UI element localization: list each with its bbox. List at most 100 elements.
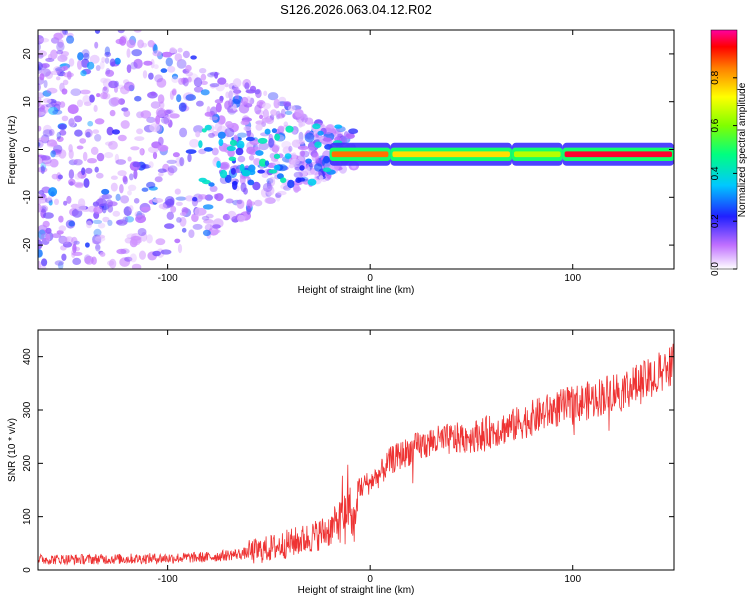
spectrogram-blob [87,120,94,127]
spectrogram-blob [137,39,145,49]
spectrogram-blob [124,237,133,244]
spectrogram-blob [345,133,355,140]
spectrogram-blob [307,178,317,186]
spectrogram-xtick-label: -100 [158,273,178,284]
spectrogram-blob [236,140,245,149]
spectrogram-blob [240,119,250,126]
spectrogram-blob [73,240,80,245]
spectrogram-blob [243,187,248,195]
spectrogram-blob [82,95,90,104]
colorbar: 0.0 0.2 0.4 0.6 0.8 Normalized spectral ampl… [710,29,748,276]
spectrogram-blob [273,153,281,159]
spectrogram-blob [49,158,59,168]
spectrogram-blob [264,128,271,135]
spectrogram-blob [255,150,264,156]
spectrogram-blob [65,63,71,70]
spectrogram-blob [193,77,203,88]
spectrogram-blob [177,47,183,53]
spectrogram-blob [86,220,93,229]
spectrogram-blob [108,140,118,150]
spectrogram-blob [143,60,153,66]
spectrogram-blob [139,250,146,260]
spectrogram-blob [201,215,210,221]
spectrogram-blob [59,129,67,136]
spectrogram-blob [38,53,44,59]
spectrogram-blob [268,169,278,174]
spectrogram-blob [299,150,306,157]
spectrogram-blob [160,68,168,73]
spectrogram-blob [150,101,161,109]
spectrogram-blob [83,52,90,61]
spectrogram-blob [82,151,88,162]
spectrogram-blob [207,72,216,78]
spectrogram-blob [133,58,143,69]
spectrogram-blob [90,146,99,155]
spectrogram-blob [169,113,180,119]
spectrogram-blob [202,229,211,237]
spectrogram-blob [117,30,125,34]
spectrogram-blob [122,216,129,225]
spectrogram-blob [167,65,176,73]
spectrogram-blob [294,186,302,192]
spectrogram-blob [165,109,173,114]
spectrogram-blob [72,257,82,265]
spectrogram-blob [45,57,55,63]
spectrogram-blob [146,181,156,189]
spectrogram-blob [56,131,61,140]
spectrogram-blob [219,161,230,171]
spectrogram-blob [156,78,167,88]
spectrogram-blob [295,110,305,120]
spectrogram-blob [230,167,236,175]
spectrogram-blob [62,30,68,36]
spectrogram-blob [40,206,47,213]
spectrogram-blob [38,70,45,75]
spectrogram-blob [104,51,111,58]
spectrogram-blob [42,220,50,228]
spectrogram-blob [88,94,95,103]
spectrogram-blob [135,214,147,224]
spectrogram-blob [58,261,64,269]
spectrogram-blob [255,120,265,125]
spectrogram-blob [229,139,238,147]
band-segment [331,151,389,158]
spectrogram-blob [194,207,203,217]
spectrogram-blob [157,144,169,152]
spectrogram-marks [38,30,674,269]
spectrogram-blob [120,120,130,129]
spectrogram-blob [97,222,106,229]
spectrogram-blob [43,124,52,135]
spectrogram-blob [81,49,90,58]
spectrogram-blob [271,145,280,153]
spectrogram-blob [150,91,156,96]
spectrogram-blob [107,219,113,226]
spectrogram-blob [254,89,261,95]
spectrogram-blob [157,168,167,173]
spectrogram-blob [92,219,103,224]
spectrogram-blob [167,167,175,176]
spectrogram-blob [146,116,156,123]
spectrogram-blob [94,166,99,173]
colorbar-ticks: 0.0 0.2 0.4 0.6 0.8 [710,70,737,276]
spectrogram-blob [54,198,59,205]
spectrogram-blob [58,225,67,232]
spectrogram-blob [226,145,236,152]
spectrogram-blob [121,107,129,112]
spectrogram-blob [148,72,154,80]
spectrogram-blob [171,73,179,80]
spectrogram-blob [38,125,42,132]
spectrogram-blob [59,101,66,108]
spectrogram-blob [307,146,316,152]
spectrogram-blob [53,32,63,40]
spectrogram-blob [61,65,68,71]
spectrogram-blob [96,93,101,98]
spectrogram-blob [140,110,152,119]
spectrogram-blob [148,161,154,169]
spectrogram-blob [140,164,151,169]
spectrogram-blob [42,98,52,104]
spectrogram-blob [236,199,243,205]
spectrogram-blob [39,265,47,269]
spectrogram-blob [95,198,107,207]
spectrogram-blob [42,212,54,219]
spectrogram-blob [94,134,102,142]
spectrogram-blob [261,102,272,110]
